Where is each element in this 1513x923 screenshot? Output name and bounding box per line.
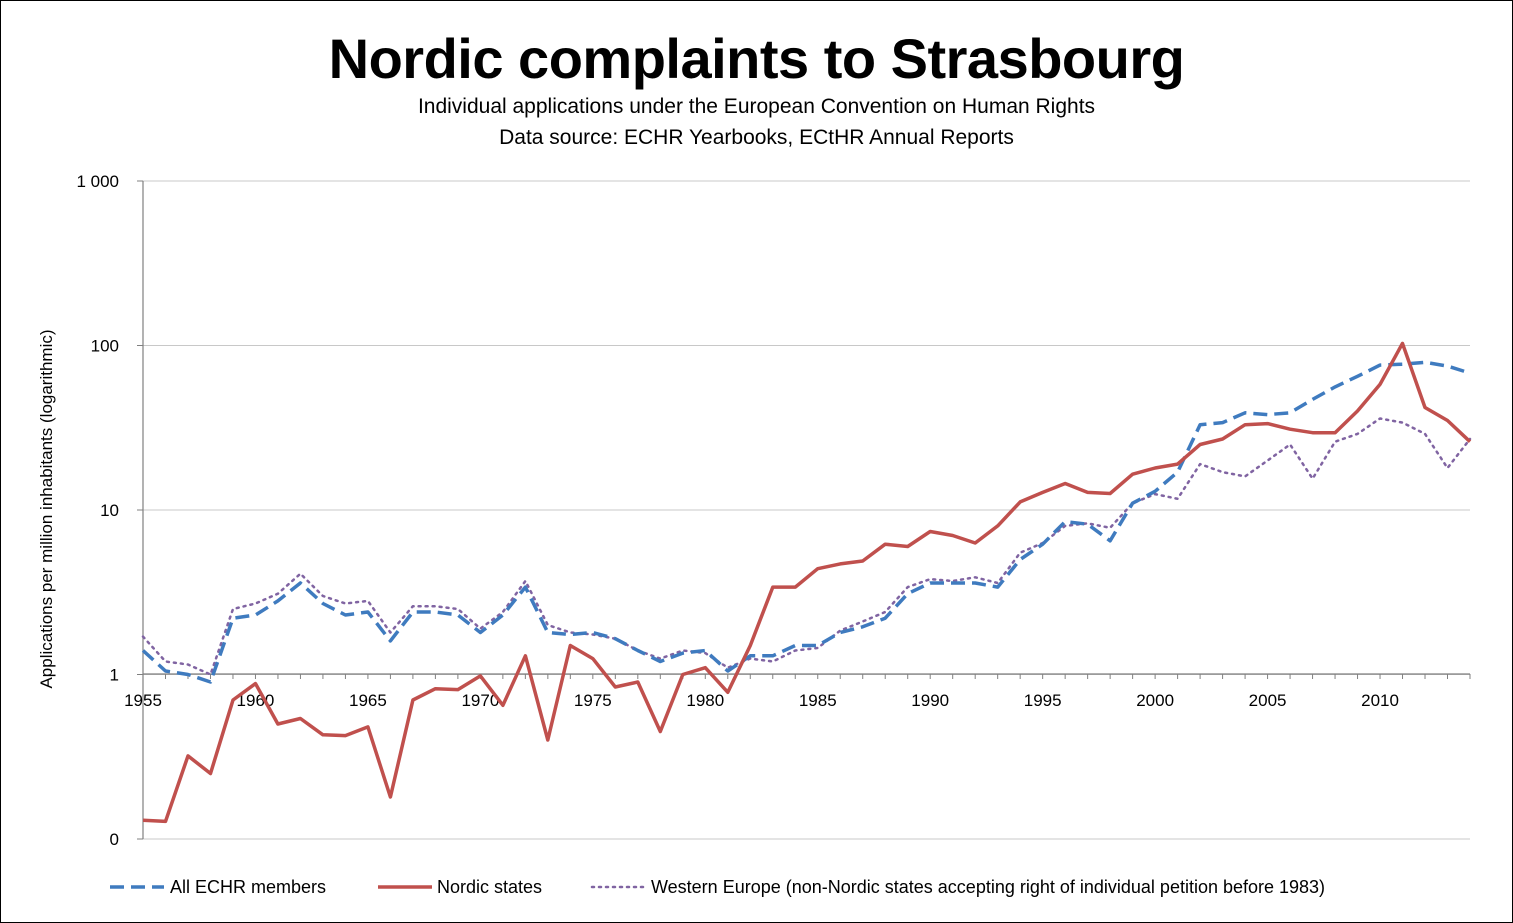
y-tick-label: 1 <box>110 666 119 685</box>
x-tick-label: 1985 <box>799 691 837 710</box>
series-lines <box>141 341 1472 824</box>
chart-title: Nordic complaints to Strasbourg <box>328 27 1185 90</box>
x-tick-label: 1980 <box>686 691 724 710</box>
y-axis-title: Applications per million inhabitants (lo… <box>37 329 56 688</box>
x-tick-label: 2010 <box>1361 691 1399 710</box>
x-tick-label: 2000 <box>1136 691 1174 710</box>
x-tick-label: 1995 <box>1024 691 1062 710</box>
legend: All ECHR members Nordic states Western Eur… <box>110 877 1325 897</box>
x-tick-label: 1990 <box>911 691 949 710</box>
axes <box>142 181 1471 839</box>
x-tick-label: 2005 <box>1249 691 1287 710</box>
x-tick-label: 1975 <box>574 691 612 710</box>
x-tick-labels: 1955 1960 1965 1970 1975 1980 1985 1990 1995 2000… <box>124 691 1399 710</box>
y-tick-label: 100 <box>91 337 119 356</box>
x-tick-label: 1955 <box>124 691 162 710</box>
series-line-1 <box>142 341 1472 824</box>
legend-label-0: All ECHR members <box>170 877 326 897</box>
legend-label-1: Nordic states <box>437 877 542 897</box>
series-line-0 <box>141 360 1471 684</box>
y-tick-label: 0 <box>110 830 119 849</box>
y-tick-label: 10 <box>100 501 119 520</box>
x-tick-label: 1970 <box>461 691 499 710</box>
y-tick-label: 1 000 <box>76 172 119 191</box>
legend-label-2: Western Europe (non-Nordic states accept… <box>651 877 1325 897</box>
x-tick-label: 1965 <box>349 691 387 710</box>
chart-subtitle-line-1: Individual applications under the Europe… <box>417 95 1096 118</box>
chart-subtitle-line-2: Data source: ECHR Yearbooks, ECtHR Annua… <box>499 126 1014 149</box>
series-line-2 <box>141 417 1472 676</box>
x-tick-label: 1960 <box>237 691 275 710</box>
gridlines <box>137 180 1470 840</box>
y-tick-labels: 0 1 10 100 1 000 <box>76 172 119 849</box>
